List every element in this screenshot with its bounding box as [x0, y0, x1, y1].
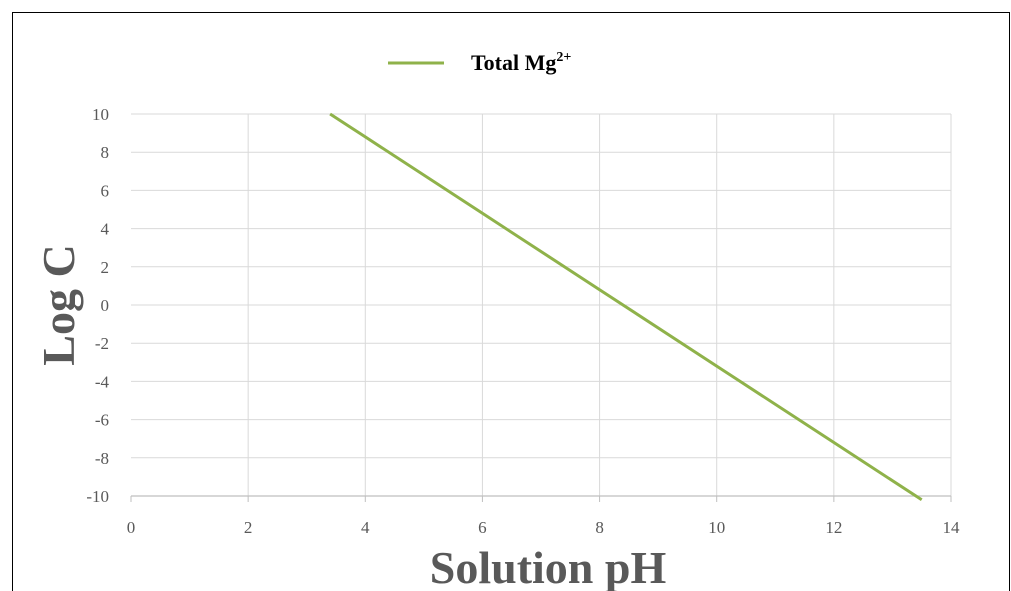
x-tick-label: 0 — [127, 518, 136, 537]
y-axis-title: Log C — [33, 244, 84, 365]
x-tick-label: 4 — [361, 518, 370, 537]
y-tick-label: 4 — [101, 220, 110, 239]
axes — [130, 495, 952, 502]
y-tick-label: -2 — [95, 334, 109, 353]
y-tick-label: -8 — [95, 449, 109, 468]
chart-frame — [12, 12, 1010, 591]
grid — [131, 113, 952, 496]
x-tick-label: 10 — [708, 518, 725, 537]
y-tick-label: 2 — [101, 258, 110, 277]
series-line — [329, 112, 923, 502]
y-tick-label: 8 — [101, 143, 110, 162]
legend: Total Mg2+ — [388, 50, 571, 75]
y-tick-label: 0 — [101, 296, 110, 315]
series-group — [329, 112, 923, 502]
x-tick-label: 2 — [244, 518, 253, 537]
y-tick-label: -6 — [95, 411, 109, 430]
legend-series-name: Total Mg — [471, 50, 556, 75]
legend-series-superscript: 2+ — [556, 50, 571, 65]
y-tick-label: 6 — [101, 181, 110, 200]
y-tick-label: -10 — [86, 487, 109, 506]
x-tick-label: 8 — [595, 518, 604, 537]
y-tick-label: -4 — [95, 372, 110, 391]
y-tick-label: 10 — [92, 105, 109, 124]
x-axis-title: Solution pH — [430, 542, 667, 591]
x-tick-label: 6 — [478, 518, 487, 537]
x-tick-label: 14 — [943, 518, 961, 537]
x-tick-labels: 0 2 4 6 8 10 12 14 — [127, 518, 960, 537]
x-tick-label: 12 — [825, 518, 842, 537]
legend-label: Total Mg2+ — [471, 50, 571, 75]
y-tick-labels: 10 8 6 4 2 0 -2 -4 -6 -8 -10 — [86, 105, 109, 506]
